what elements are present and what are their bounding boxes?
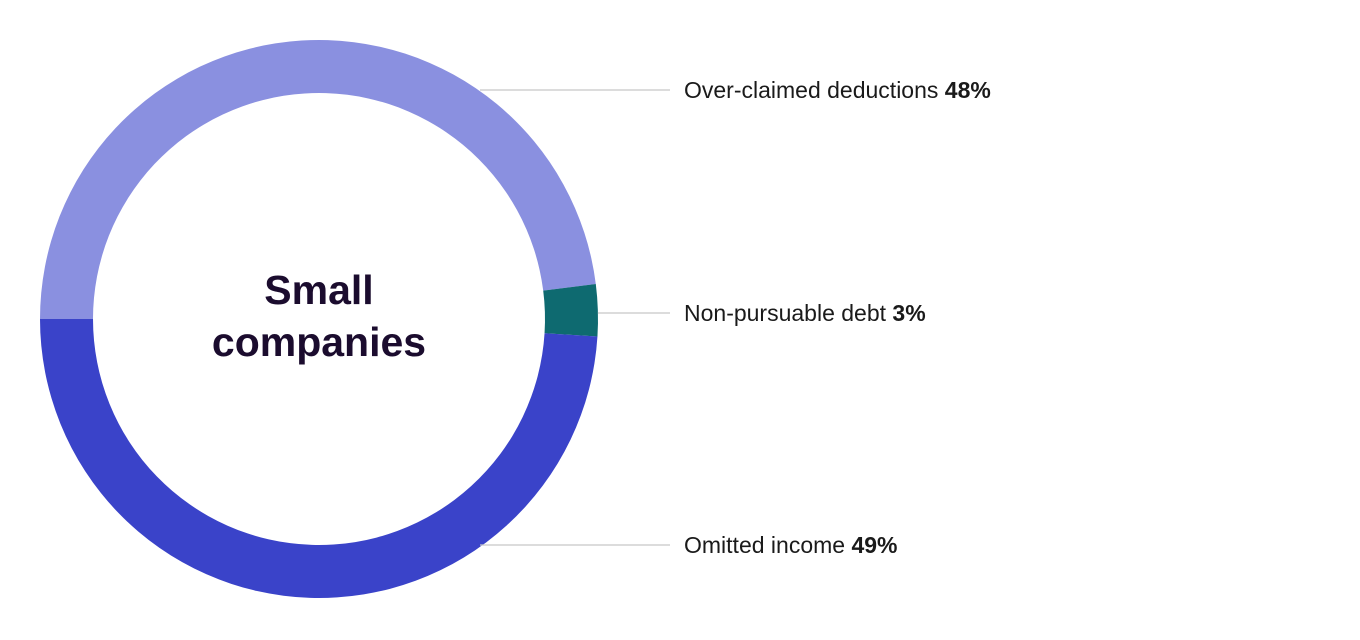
- donut-slice: [40, 40, 596, 319]
- center-title-line-1: Small: [264, 267, 373, 313]
- slice-label-text: Over-claimed deductions: [684, 77, 945, 103]
- slice-value-label: 3%: [892, 300, 925, 326]
- slice-label: Over-claimed deductions 48%: [684, 77, 991, 103]
- donut-slice: [40, 319, 598, 598]
- donut-slice: [543, 284, 598, 337]
- slice-label: Non-pursuable debt 3%: [684, 300, 926, 326]
- slice-value-label: 49%: [851, 532, 897, 558]
- slice-label-text: Omitted income: [684, 532, 851, 558]
- slice-label: Omitted income 49%: [684, 532, 898, 558]
- slice-label-text: Non-pursuable debt: [684, 300, 892, 326]
- center-title-line-2: companies: [212, 319, 426, 365]
- slice-value-label: 48%: [945, 77, 991, 103]
